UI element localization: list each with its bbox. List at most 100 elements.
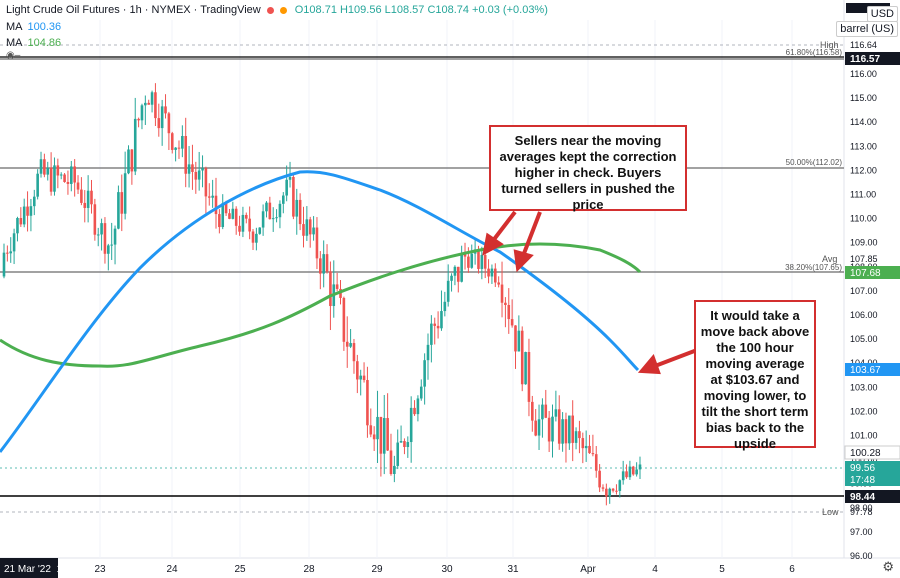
low-label: Low bbox=[822, 507, 839, 517]
candle-body bbox=[127, 149, 130, 174]
candle-body bbox=[214, 195, 218, 215]
candle-body bbox=[268, 202, 272, 220]
price-tick-label: 113.00 bbox=[850, 141, 877, 151]
high-label: High bbox=[820, 40, 839, 50]
candle-body bbox=[379, 416, 383, 454]
candle-body bbox=[224, 203, 228, 214]
candle-body bbox=[43, 159, 46, 175]
delay-dot bbox=[279, 6, 287, 14]
candle-body bbox=[335, 284, 339, 289]
candle-body bbox=[70, 166, 73, 184]
candle-body bbox=[514, 325, 517, 352]
candle-body bbox=[265, 202, 268, 212]
candle-body bbox=[184, 135, 188, 174]
candle-body bbox=[440, 311, 443, 329]
avg-value: 107.85 bbox=[850, 254, 878, 264]
symbol-title: Light Crude Oil Futures · 1h · NYMEX · T… bbox=[6, 4, 261, 16]
candle-body bbox=[571, 415, 574, 443]
candle-body bbox=[187, 164, 191, 174]
candle-body bbox=[389, 450, 393, 475]
price-change: +0.03 (+0.03%) bbox=[472, 4, 548, 16]
candle-body bbox=[90, 190, 93, 205]
candle-body bbox=[520, 330, 524, 385]
price-tick-label: 101.00 bbox=[850, 431, 878, 441]
candle-body bbox=[93, 204, 97, 235]
candle-body bbox=[554, 409, 558, 417]
price-tick-label: 106.00 bbox=[850, 310, 878, 320]
price-tags: High 116.64 116.57 Avg 107.85 107.68 103… bbox=[820, 3, 900, 517]
price-tick-label: 98.00 bbox=[850, 503, 873, 513]
ma100-line bbox=[0, 170, 640, 453]
candle-body bbox=[201, 168, 204, 171]
ma2-label: MA bbox=[6, 37, 23, 49]
candle-body bbox=[463, 253, 467, 257]
ma1-legend[interactable]: MA 100.36 bbox=[6, 21, 61, 33]
candle-body bbox=[73, 166, 76, 183]
candle-body bbox=[271, 218, 275, 220]
currency-selector[interactable]: USD bbox=[866, 6, 898, 22]
ohlc-values: O108.71 H109.56 L108.57 C108.74 bbox=[294, 4, 470, 16]
price-tick-label: 115.00 bbox=[850, 93, 877, 103]
candle-body bbox=[426, 344, 430, 361]
hide-indicators-icon[interactable]: ◉– bbox=[6, 50, 21, 61]
candle-body bbox=[133, 118, 137, 172]
candle-body bbox=[117, 192, 120, 229]
price-tick-label: 97.00 bbox=[850, 527, 873, 537]
candle-body bbox=[76, 182, 80, 190]
candle-body bbox=[150, 92, 154, 105]
candle-body bbox=[19, 218, 23, 225]
settings-gear-icon[interactable]: ⚙ bbox=[882, 559, 894, 574]
candle-body bbox=[258, 227, 262, 234]
candle-body bbox=[177, 147, 181, 149]
candle-body bbox=[372, 434, 376, 440]
candle-body bbox=[611, 488, 615, 491]
candle-body bbox=[204, 168, 208, 197]
candle-body bbox=[107, 245, 110, 254]
unit-selector[interactable]: barrel (US) bbox=[836, 21, 898, 37]
candle-body bbox=[547, 417, 551, 442]
candle-body bbox=[413, 407, 416, 415]
candle-body bbox=[241, 214, 245, 232]
candle-body bbox=[504, 302, 507, 305]
candle-body bbox=[292, 176, 295, 217]
candle-body bbox=[386, 418, 389, 451]
ma200-line bbox=[0, 242, 642, 368]
candle-body bbox=[325, 254, 329, 272]
candle-body bbox=[56, 165, 60, 176]
tag-ma100: 103.67 bbox=[850, 365, 881, 376]
tag-116-57: 116.57 bbox=[850, 54, 880, 65]
time-cursor-label: 21 Mar '22 14:00 bbox=[4, 564, 82, 575]
candle-body bbox=[436, 325, 440, 329]
candle-body bbox=[140, 105, 144, 121]
price-tick-label: 102.00 bbox=[850, 406, 878, 416]
candle-body bbox=[46, 167, 50, 175]
symbol-legend[interactable]: Light Crude Oil Futures · 1h · NYMEX · T… bbox=[0, 0, 548, 20]
candle-body bbox=[103, 223, 107, 254]
candle-body bbox=[345, 341, 349, 347]
candle-body bbox=[450, 275, 453, 281]
candle-body bbox=[551, 416, 554, 442]
candle-body bbox=[527, 352, 531, 402]
candle-body bbox=[170, 133, 174, 150]
candle-body bbox=[123, 173, 127, 214]
candle-body bbox=[63, 174, 66, 182]
price-tick-label: 114.00 bbox=[850, 117, 877, 127]
candle-body bbox=[423, 360, 426, 387]
candle-body bbox=[544, 404, 548, 418]
price-tick-label: 96.00 bbox=[850, 551, 873, 561]
candle-body bbox=[564, 419, 568, 444]
candle-body bbox=[53, 165, 56, 192]
candle-body bbox=[349, 343, 352, 347]
price-tick-label: 109.00 bbox=[850, 238, 878, 248]
price-tick-label: 103.00 bbox=[850, 382, 878, 392]
candle-body bbox=[638, 464, 642, 470]
candle-body bbox=[403, 441, 406, 447]
candle-body bbox=[376, 416, 379, 440]
candle-body bbox=[22, 206, 26, 225]
ma2-legend[interactable]: MA 104.86 bbox=[6, 37, 61, 49]
candle-body bbox=[160, 106, 164, 129]
candle-body bbox=[494, 268, 497, 283]
candle-body bbox=[319, 258, 322, 274]
price-axis: 116.00 115.00 114.00 113.00 112.00 111.00 110.… bbox=[850, 69, 878, 561]
